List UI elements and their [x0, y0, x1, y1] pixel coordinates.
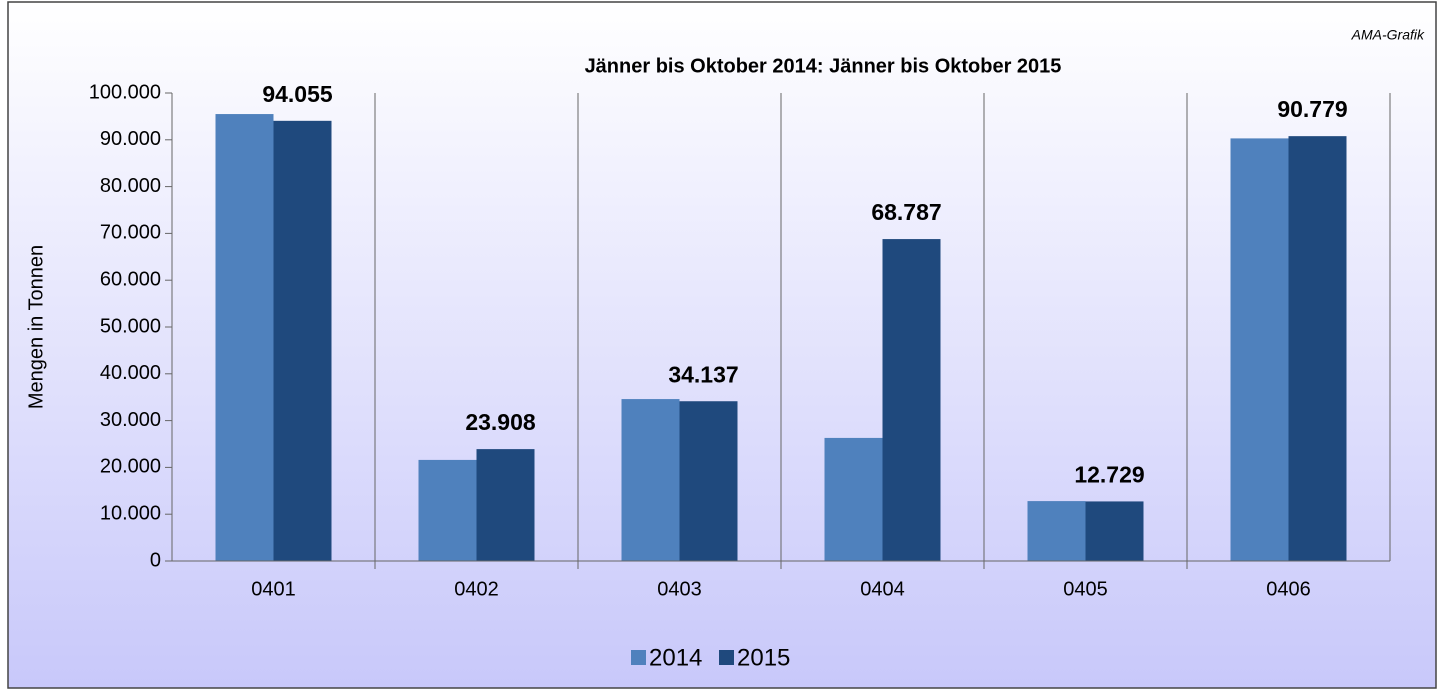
bar [476, 449, 535, 561]
y-tick-label: 30.000 [100, 409, 161, 431]
bar [621, 399, 680, 561]
legend-label: 2014 [649, 644, 702, 671]
bar [824, 437, 883, 561]
bar [1230, 138, 1289, 561]
data-label: 12.729 [1074, 462, 1144, 488]
y-axis-label: Mengen in Tonnen [25, 245, 47, 409]
bar [418, 459, 477, 561]
y-tick-label: 10.000 [100, 502, 161, 524]
y-tick-label: 0 [150, 549, 161, 571]
bar [679, 401, 738, 561]
y-tick-label: 100.000 [89, 81, 161, 103]
legend-swatch [719, 650, 734, 665]
y-tick-label: 90.000 [100, 128, 161, 150]
bar [1085, 501, 1144, 561]
data-label: 23.908 [465, 409, 536, 435]
data-label: 90.779 [1277, 96, 1347, 122]
legend-label: 2015 [737, 644, 790, 671]
x-tick-label: 0404 [860, 578, 905, 600]
chart-title: Jänner bis Oktober 2014: Jänner bis Okto… [585, 55, 1062, 77]
bar [882, 239, 941, 561]
y-tick-label: 60.000 [100, 268, 161, 290]
x-tick-label: 0401 [251, 578, 296, 600]
legend-swatch [631, 650, 646, 665]
y-tick-label: 50.000 [100, 315, 161, 337]
annotation: AMA-Grafik [1351, 27, 1425, 43]
bar [215, 114, 274, 561]
bar [1288, 136, 1347, 561]
data-label: 34.137 [668, 361, 738, 387]
y-tick-label: 20.000 [100, 456, 161, 478]
bar [1027, 501, 1086, 561]
data-label: 94.055 [262, 81, 333, 107]
y-tick-label: 80.000 [100, 175, 161, 197]
x-tick-label: 0406 [1266, 578, 1311, 600]
y-tick-label: 40.000 [100, 362, 161, 384]
x-tick-label: 0402 [454, 578, 499, 600]
data-label: 68.787 [871, 199, 941, 225]
x-tick-label: 0405 [1063, 578, 1108, 600]
x-tick-label: 0403 [657, 578, 702, 600]
bar [273, 120, 332, 561]
y-tick-label: 70.000 [100, 222, 161, 244]
